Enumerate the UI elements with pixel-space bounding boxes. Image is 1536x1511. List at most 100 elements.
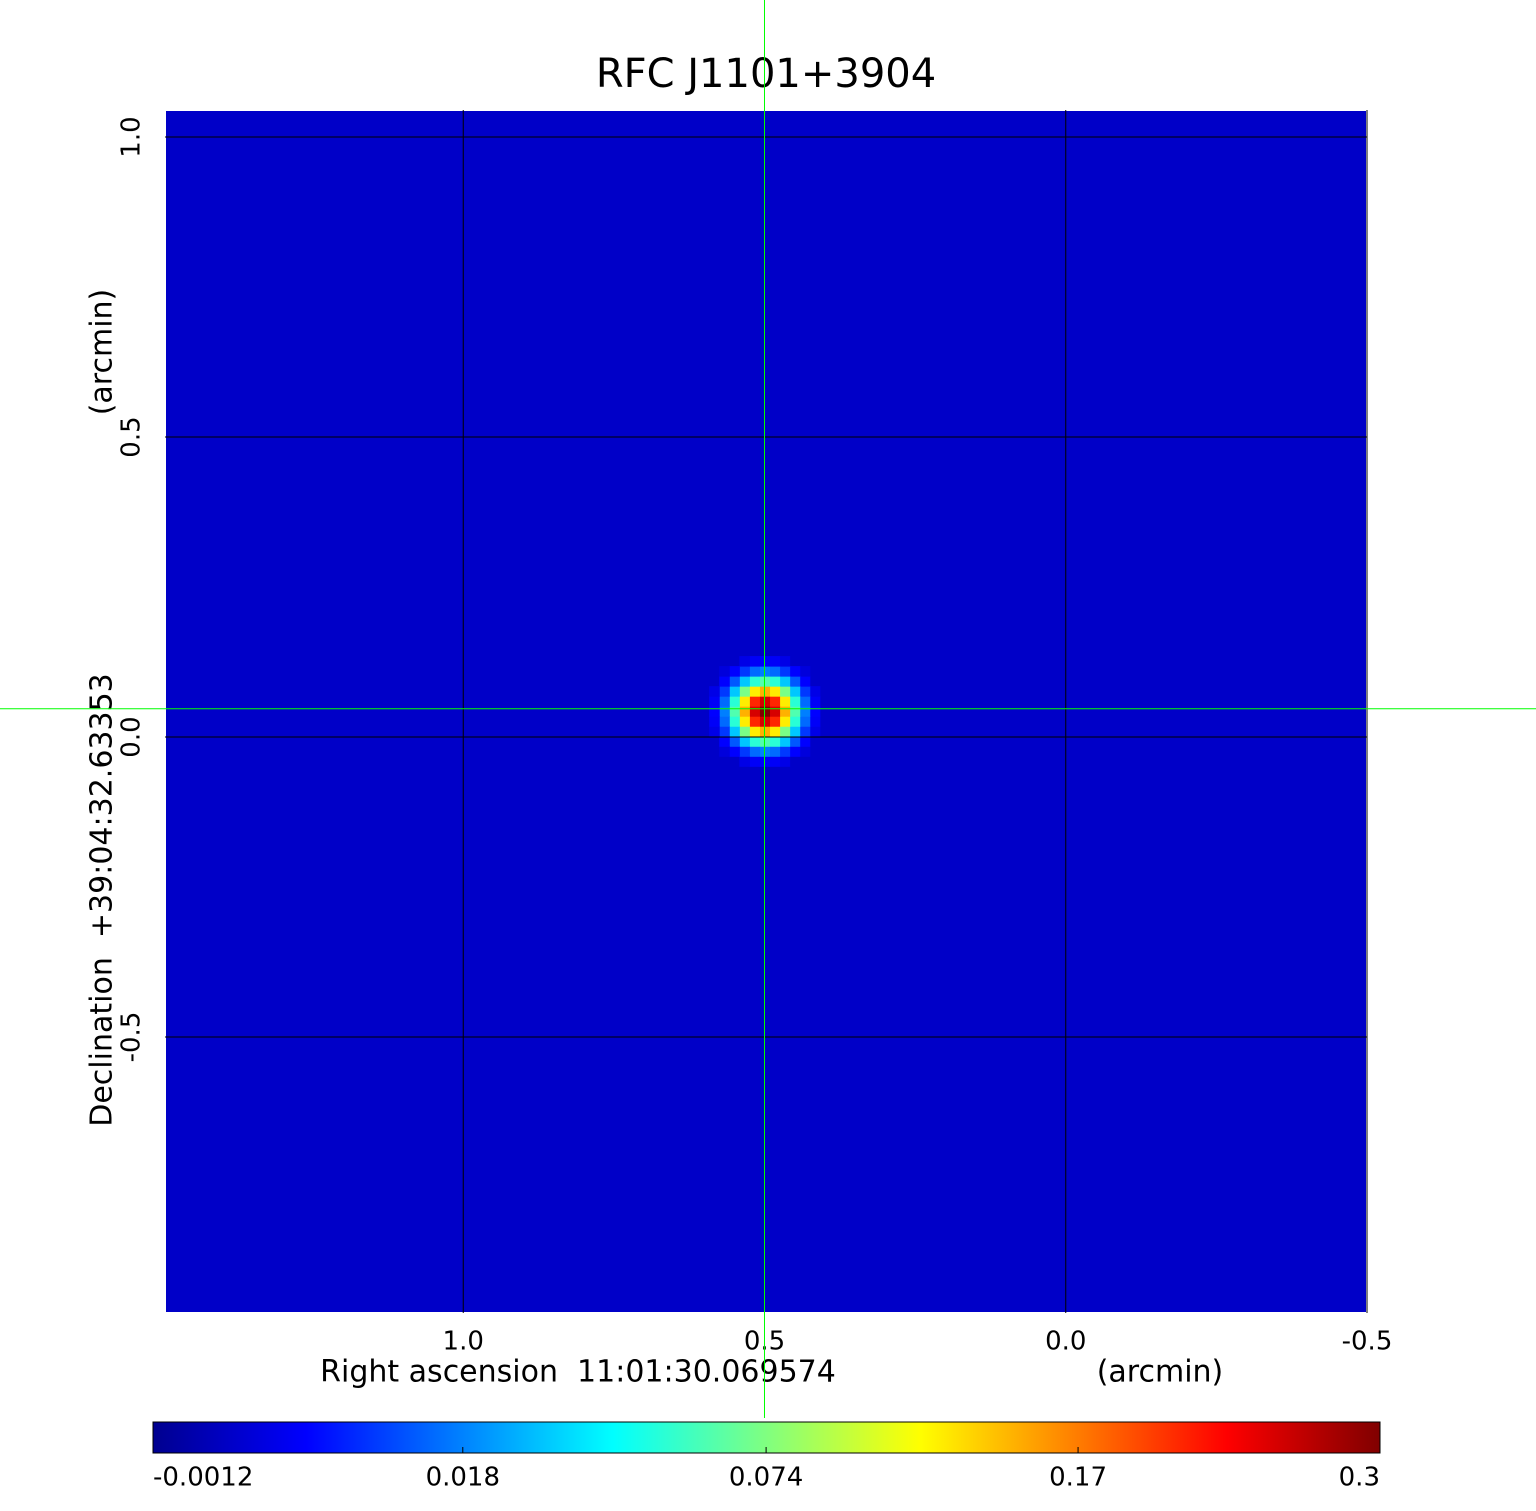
source-pixel — [799, 736, 811, 747]
source-pixel — [789, 686, 801, 697]
source-pixel — [769, 696, 781, 707]
source-pixel — [739, 716, 750, 727]
source-pixel — [789, 726, 801, 737]
source-pixel — [739, 746, 750, 757]
source-pixel — [739, 756, 750, 767]
source-pixel — [769, 736, 781, 747]
source-pixel — [749, 696, 760, 707]
source-pixel — [809, 706, 821, 717]
source-pixel — [709, 716, 720, 727]
source-pixel — [719, 666, 730, 677]
source-pixel — [719, 736, 730, 747]
source-pixel — [739, 676, 750, 687]
y-tick-label: 1.0 — [117, 116, 147, 157]
source-pixel — [789, 706, 801, 717]
y-tick-label: 0.5 — [117, 416, 147, 457]
source-pixel — [719, 696, 730, 707]
source-pixel — [749, 726, 760, 737]
source-pixel — [719, 706, 730, 717]
source-pixel — [799, 666, 811, 677]
source-pixel — [789, 736, 801, 747]
source-pixel — [749, 706, 760, 717]
source-pixel — [769, 656, 781, 667]
source-pixel — [779, 656, 791, 667]
source-pixel — [769, 746, 781, 757]
source-pixel — [749, 746, 760, 757]
source-pixel — [739, 706, 750, 717]
source-pixel — [729, 706, 740, 717]
source-pixel — [749, 716, 760, 727]
source-pixel — [779, 716, 791, 727]
source-pixel — [709, 686, 720, 697]
source-pixel — [779, 676, 791, 687]
source-pixel — [709, 696, 720, 707]
source-pixel — [799, 676, 811, 687]
source-pixel — [739, 666, 750, 677]
source-pixel — [769, 706, 781, 717]
x-tick-label: -0.5 — [1342, 1327, 1393, 1357]
source-pixel — [749, 736, 760, 747]
source-pixel — [799, 726, 811, 737]
source-pixel — [779, 726, 791, 737]
source-pixel — [779, 696, 791, 707]
source-pixel — [739, 686, 750, 697]
source-pixel — [789, 676, 801, 687]
y-tick-label: -0.5 — [117, 1012, 147, 1063]
source-pixel — [729, 716, 740, 727]
source-pixel — [809, 716, 821, 727]
source-pixel — [789, 696, 801, 707]
source-pixel — [769, 686, 781, 697]
y-axis-unit: (arcmin) — [85, 289, 120, 416]
source-pixel — [729, 696, 740, 707]
source-pixel — [799, 686, 811, 697]
source-pixel — [799, 706, 811, 717]
source-pixel — [809, 726, 821, 737]
colorbar-tick-label: 0.3 — [1339, 1463, 1380, 1493]
source-pixel — [719, 686, 730, 697]
source-pixel — [809, 696, 821, 707]
source-pixel — [729, 686, 740, 697]
colorbar-tick-label: 0.17 — [1049, 1463, 1107, 1493]
source-pixel — [769, 666, 781, 677]
source-pixel — [779, 666, 791, 677]
x-tick-label: 0.0 — [1045, 1327, 1086, 1357]
source-pixel — [789, 746, 801, 757]
source-pixel — [779, 736, 791, 747]
source-pixel — [799, 746, 811, 757]
source-pixel — [729, 726, 740, 737]
source-pixel — [749, 686, 760, 697]
source-pixel — [769, 726, 781, 737]
source-pixel — [739, 696, 750, 707]
source-pixel — [789, 666, 801, 677]
source-pixel — [779, 746, 791, 757]
source-pixel — [779, 756, 791, 767]
source-pixel — [739, 736, 750, 747]
source-pixel — [709, 726, 720, 737]
colorbar-tick-label: -0.0012 — [153, 1463, 253, 1493]
source-pixel — [789, 716, 801, 727]
x-axis-label: Right ascension 11:01:30.069574 — [320, 1355, 836, 1390]
source-pixel — [719, 676, 730, 687]
source-pixel — [749, 676, 760, 687]
source-pixel — [739, 656, 750, 667]
x-axis-unit: (arcmin) — [1097, 1355, 1224, 1390]
x-tick-label: 1.0 — [443, 1327, 484, 1357]
source-pixel — [779, 686, 791, 697]
source-pixel — [729, 676, 740, 687]
source-pixel — [729, 746, 740, 757]
source-pixel — [719, 726, 730, 737]
source-pixel — [809, 686, 821, 697]
chart-title: RFC J1101+3904 — [596, 51, 936, 97]
source-pixel — [779, 706, 791, 717]
source-pixel — [719, 716, 730, 727]
source-pixel — [769, 716, 781, 727]
source-pixel — [749, 656, 760, 667]
source-pixel — [729, 666, 740, 677]
colorbar-tick-label: 0.018 — [426, 1463, 500, 1493]
source-pixel — [769, 676, 781, 687]
source-pixel — [749, 666, 760, 677]
source-pixel — [719, 746, 730, 757]
source-pixel — [739, 726, 750, 737]
y-tick-label: 0.0 — [117, 716, 147, 757]
